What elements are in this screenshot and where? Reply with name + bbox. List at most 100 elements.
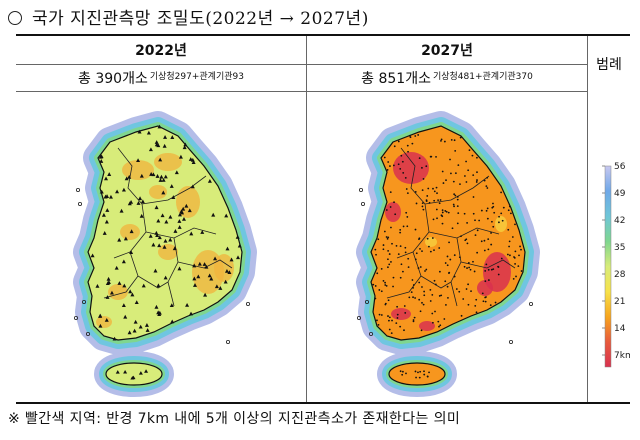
station-dot xyxy=(406,144,409,147)
station-dot xyxy=(466,222,468,224)
station-marker-icon xyxy=(235,234,240,239)
small-island xyxy=(528,301,533,306)
station-marker-icon xyxy=(154,140,159,144)
station-dot xyxy=(412,319,415,321)
station-dot xyxy=(492,268,495,271)
station-dot xyxy=(414,258,417,261)
station-dot xyxy=(380,314,383,316)
station-dot xyxy=(448,272,450,275)
small-island xyxy=(361,202,366,207)
station-marker-icon xyxy=(172,246,177,251)
station-dot xyxy=(475,298,478,301)
station-dot xyxy=(467,261,470,264)
station-dot xyxy=(387,266,389,269)
station-marker-icon xyxy=(104,317,109,322)
station-dot xyxy=(412,286,414,289)
station-marker-icon xyxy=(183,142,188,147)
station-dot xyxy=(415,376,417,379)
station-marker-icon xyxy=(158,157,163,162)
station-marker-icon xyxy=(106,276,111,281)
province-boundary xyxy=(141,175,207,205)
station-dot xyxy=(483,249,486,252)
station-dot xyxy=(513,256,516,259)
province-boundary xyxy=(424,175,490,205)
station-dot xyxy=(473,270,476,273)
station-marker-icon xyxy=(168,214,173,219)
station-dot xyxy=(462,298,465,300)
legend-colorbar: 56 49 42 35 28 21 14 7km xyxy=(602,162,630,368)
station-marker-icon xyxy=(129,199,134,204)
station-dot xyxy=(426,237,429,240)
station-marker-icon xyxy=(163,174,168,179)
small-island xyxy=(76,188,81,193)
station-dot xyxy=(472,212,475,215)
station-marker-icon xyxy=(218,286,223,290)
station-marker-icon xyxy=(174,170,179,175)
station-dot xyxy=(419,248,421,250)
station-marker-icon xyxy=(137,129,142,134)
station-dot xyxy=(414,297,416,299)
station-marker-icon xyxy=(146,130,151,135)
station-marker-icon xyxy=(191,160,196,165)
station-dot xyxy=(421,166,423,169)
station-dot xyxy=(428,201,431,204)
station-marker-icon xyxy=(138,324,143,329)
station-marker-icon xyxy=(130,375,135,380)
column-header-2022: 2022년 xyxy=(16,36,306,65)
station-marker-icon xyxy=(107,172,112,176)
station-dot xyxy=(508,240,511,243)
station-dot xyxy=(401,160,404,163)
station-dot xyxy=(429,300,432,302)
station-dot xyxy=(492,202,494,205)
station-dot xyxy=(399,231,402,234)
station-marker-icon xyxy=(164,219,169,224)
station-marker-icon xyxy=(108,194,113,199)
station-dot xyxy=(388,328,391,331)
station-dot xyxy=(483,239,486,242)
station-dot xyxy=(493,211,496,214)
station-dot xyxy=(380,290,383,293)
station-dot xyxy=(438,325,440,328)
station-dot xyxy=(453,205,455,208)
station-dot xyxy=(494,301,497,304)
station-marker-icon xyxy=(185,302,190,307)
station-marker-icon xyxy=(155,233,160,237)
station-dot xyxy=(418,298,421,301)
station-dot xyxy=(421,205,424,208)
station-dot xyxy=(490,243,493,246)
station-dot xyxy=(448,241,450,244)
station-dot xyxy=(414,228,417,231)
station-dot xyxy=(476,229,479,232)
station-dot xyxy=(460,314,463,317)
station-dot xyxy=(412,296,414,299)
page-title: 국가 지진관측망 조밀도(2022년 → 2027년) xyxy=(8,4,369,29)
station-marker-icon xyxy=(223,279,228,284)
station-dot xyxy=(472,196,475,198)
station-dot xyxy=(377,238,380,241)
station-dot xyxy=(446,255,449,258)
station-marker-icon xyxy=(177,212,182,217)
station-marker-icon xyxy=(104,176,109,181)
station-dot xyxy=(457,212,460,215)
station-dot xyxy=(408,296,411,299)
station-dot xyxy=(383,230,386,233)
station-dot xyxy=(419,310,422,313)
station-dot xyxy=(485,185,488,188)
station-marker-icon xyxy=(154,304,159,309)
station-dot xyxy=(475,181,478,183)
station-dot xyxy=(430,155,433,158)
station-dot xyxy=(511,236,514,238)
station-dot xyxy=(402,172,405,174)
station-dot xyxy=(433,279,436,282)
station-dot xyxy=(421,301,423,304)
station-marker-icon xyxy=(163,275,168,280)
station-marker-icon xyxy=(170,319,175,324)
legend-divider xyxy=(587,36,588,402)
station-marker-icon xyxy=(209,276,214,281)
station-dot xyxy=(395,244,398,247)
station-dot xyxy=(445,304,447,306)
station-marker-icon xyxy=(138,371,143,375)
station-dot xyxy=(425,165,428,168)
station-dot xyxy=(392,276,395,279)
station-total-2022: 총 390개소 xyxy=(78,71,148,87)
